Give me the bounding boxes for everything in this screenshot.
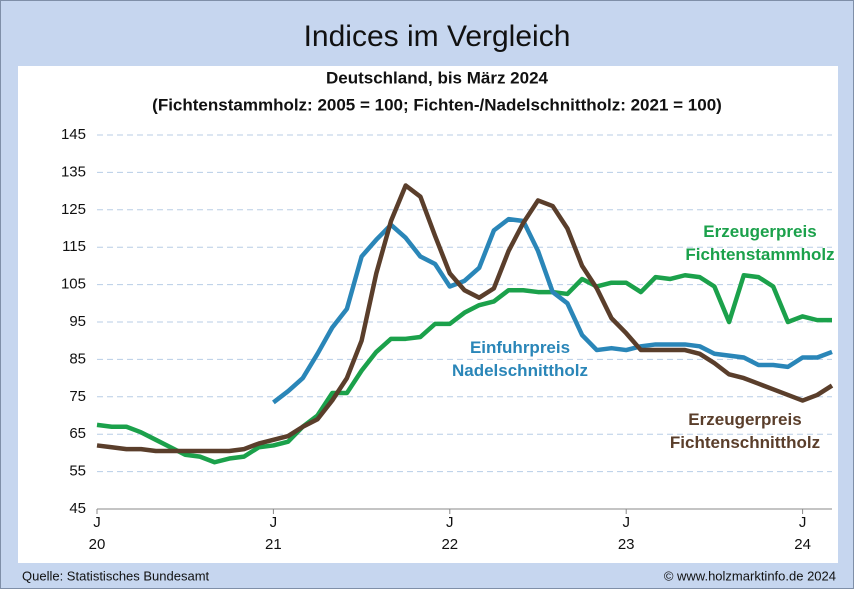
x-tick-year: 20 [89, 536, 106, 553]
series-label: Einfuhrpreis Nadelschnittholz [452, 338, 588, 380]
x-tick-label: J [622, 514, 630, 531]
y-tick-label: 145 [61, 126, 86, 143]
x-tick-label: J [270, 514, 278, 531]
plot-area [18, 66, 838, 563]
series-line [96, 273, 832, 465]
y-tick-label: 105 [61, 276, 86, 293]
credit: © www.holzmarktinfo.de 2024 [664, 568, 836, 583]
y-tick-label: 85 [69, 350, 86, 367]
x-tick-year: 22 [441, 536, 458, 553]
chart-title: Indices im Vergleich [304, 20, 571, 53]
source: Quelle: Statistisches Bundesamt [22, 568, 210, 583]
y-tick-label: 95 [69, 313, 86, 330]
x-tick-year: 21 [265, 536, 282, 553]
x-tick-year: 23 [618, 536, 635, 553]
subtitle: (Fichtenstammholz: 2005 = 100; Fichten-/… [152, 95, 722, 114]
series-label: Erzeugerpreis Fichtenstammholz [685, 222, 834, 264]
y-tick-label: 55 [69, 463, 86, 480]
y-tick-label: 45 [69, 500, 86, 517]
y-tick-label: 115 [62, 238, 86, 255]
x-tick-year: 24 [794, 536, 811, 553]
subtitle: Deutschland, bis März 2024 [326, 68, 549, 87]
x-tick-label: J [93, 514, 101, 531]
series-line [96, 183, 834, 454]
y-tick-label: 65 [69, 425, 86, 442]
x-tick-label: J [799, 514, 807, 531]
y-tick-label: 75 [69, 388, 86, 405]
series-line [272, 216, 833, 405]
y-tick-label: 135 [61, 163, 86, 180]
y-tick-label: 125 [61, 201, 86, 218]
series-label: Erzeugerpreis Fichtenschnittholz [670, 410, 820, 452]
x-tick-label: J [446, 514, 454, 531]
